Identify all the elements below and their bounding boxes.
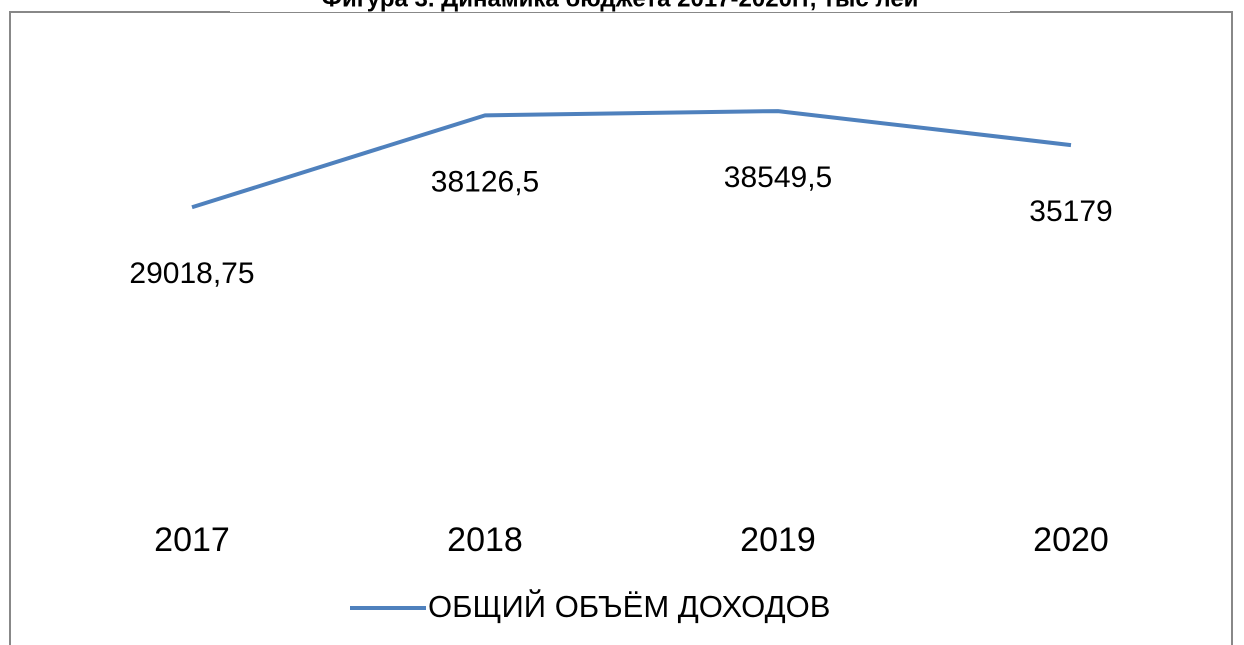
x-tick-label: 2019	[740, 521, 816, 559]
chart-title: Фигура 3. Динамика бюджета 2017-2020гг, …	[322, 0, 919, 12]
series-line	[191, 109, 1072, 210]
legend-label: ОБЩИЙ ОБЪЁМ ДОХОДОВ	[428, 588, 830, 624]
x-tick-label: 2018	[447, 521, 523, 559]
title-backdrop	[230, 0, 1010, 12]
data-label: 38549,5	[724, 161, 832, 194]
data-label: 29018,75	[129, 257, 254, 290]
data-label: 38126,5	[431, 165, 539, 198]
x-tick-label: 2017	[154, 521, 230, 559]
x-tick-label: 2020	[1033, 521, 1109, 559]
data-label: 35179	[1029, 195, 1112, 228]
